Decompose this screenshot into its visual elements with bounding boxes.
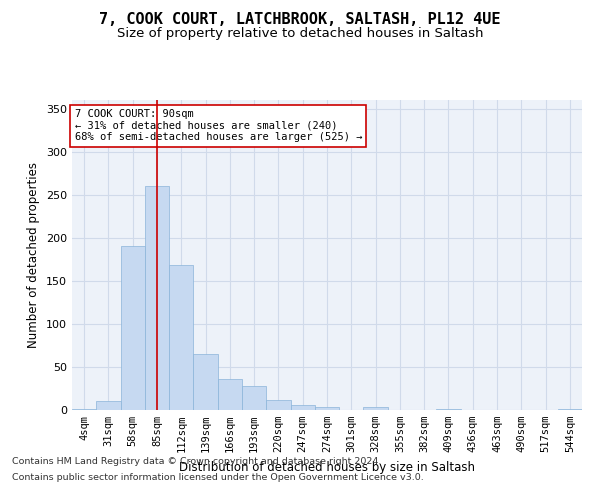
- Bar: [145, 186, 169, 410]
- Y-axis label: Number of detached properties: Number of detached properties: [28, 162, 40, 348]
- Bar: [96, 402, 121, 410]
- Text: Size of property relative to detached houses in Saltash: Size of property relative to detached ho…: [117, 28, 483, 40]
- Bar: [169, 266, 193, 410]
- Bar: [315, 406, 339, 410]
- Bar: [266, 400, 290, 410]
- Bar: [436, 409, 461, 410]
- Text: Contains public sector information licensed under the Open Government Licence v3: Contains public sector information licen…: [12, 472, 424, 482]
- Bar: [242, 386, 266, 410]
- Bar: [364, 408, 388, 410]
- Bar: [121, 246, 145, 410]
- Bar: [218, 379, 242, 410]
- Text: Contains HM Land Registry data © Crown copyright and database right 2024.: Contains HM Land Registry data © Crown c…: [12, 458, 382, 466]
- Bar: [290, 405, 315, 410]
- Text: 7, COOK COURT, LATCHBROOK, SALTASH, PL12 4UE: 7, COOK COURT, LATCHBROOK, SALTASH, PL12…: [99, 12, 501, 28]
- Bar: [193, 354, 218, 410]
- Text: 7 COOK COURT: 90sqm
← 31% of detached houses are smaller (240)
68% of semi-detac: 7 COOK COURT: 90sqm ← 31% of detached ho…: [74, 110, 362, 142]
- Bar: [72, 409, 96, 410]
- X-axis label: Distribution of detached houses by size in Saltash: Distribution of detached houses by size …: [179, 460, 475, 473]
- Bar: [558, 409, 582, 410]
